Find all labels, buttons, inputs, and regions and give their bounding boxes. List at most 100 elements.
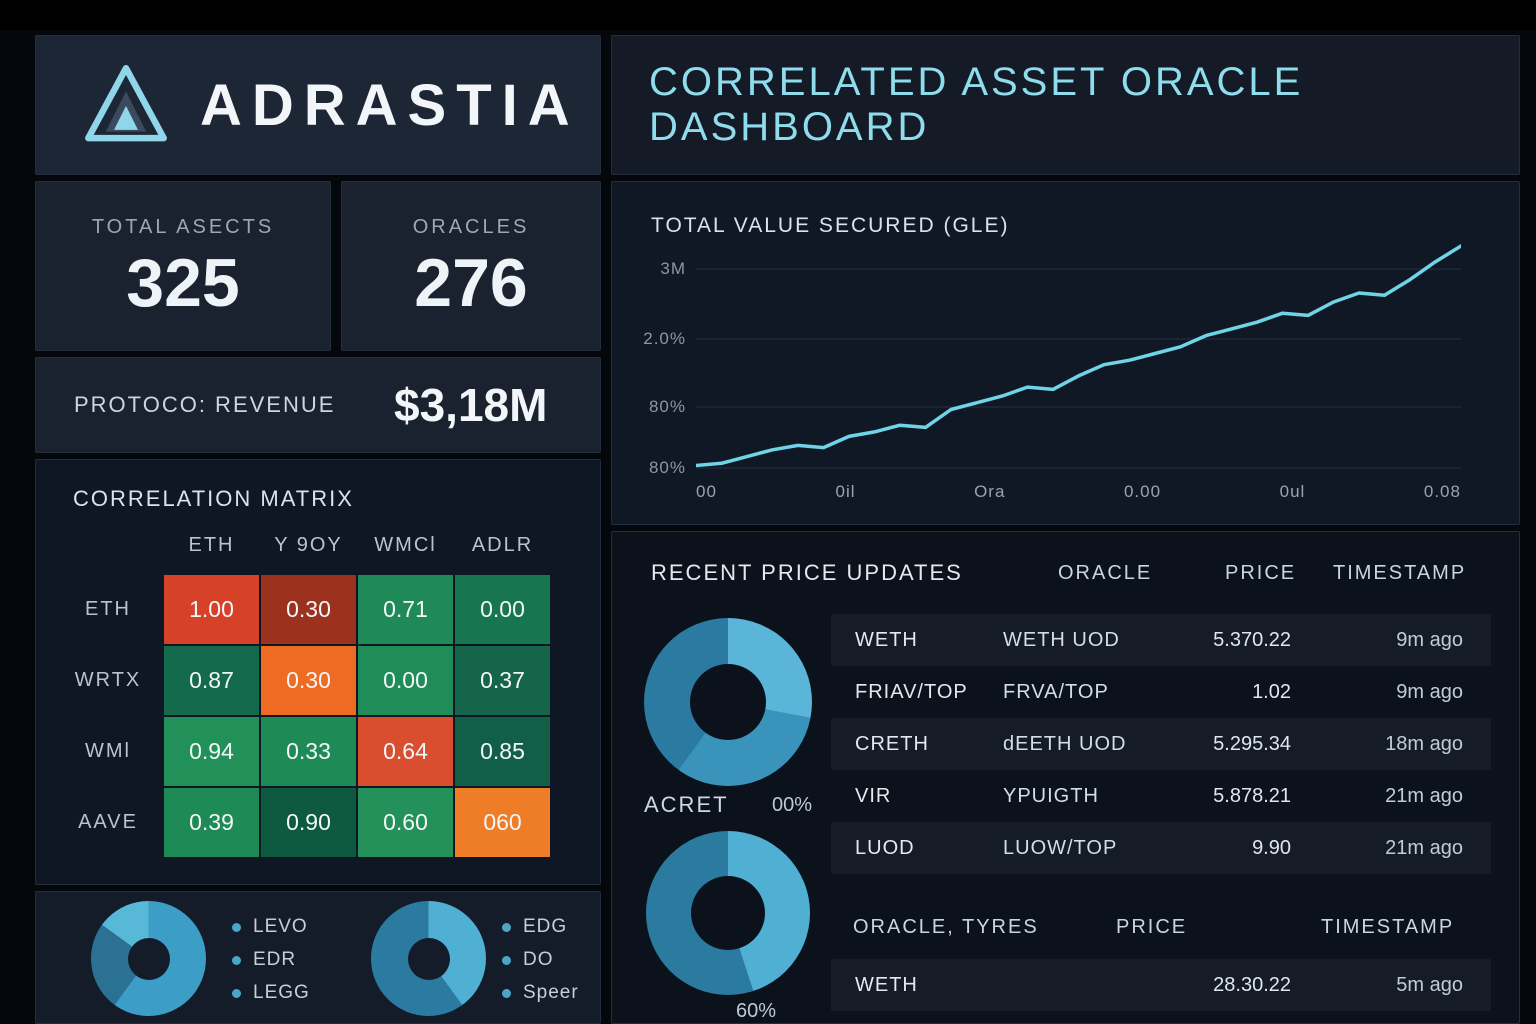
legend-bullet-icon bbox=[502, 988, 511, 998]
row-asset: FRIAV/TOP bbox=[855, 680, 968, 703]
matrix-col-header: Y 9OY bbox=[274, 534, 343, 556]
second-donut-chart bbox=[646, 831, 810, 995]
stat-oracles-value: 276 bbox=[414, 244, 528, 321]
legend-bullet-icon bbox=[232, 922, 241, 932]
row-price: 5.295.34 bbox=[1213, 732, 1291, 755]
brand-name: ADRASTIA bbox=[200, 72, 580, 138]
x-tick: 0.08 bbox=[1423, 482, 1461, 501]
legend-label: EDR bbox=[253, 949, 297, 970]
adrastia-logo-icon bbox=[80, 63, 172, 147]
second-donut-value: 60% bbox=[735, 1000, 777, 1022]
matrix-row-label: WRTX bbox=[74, 669, 142, 691]
row-time: 9m ago bbox=[1396, 628, 1463, 651]
stat-total-assets-label: TOTAL ASECTS bbox=[91, 215, 275, 238]
row-oracle: YPUIGTH bbox=[1003, 784, 1099, 807]
column-header-timestamp: TIMESTAMP bbox=[1333, 562, 1467, 584]
row-time: 5m ago bbox=[1396, 973, 1463, 996]
second-price-table: WETH 28.30.22 5m ago bbox=[831, 959, 1491, 1011]
matrix-cell: 0.71 bbox=[358, 575, 453, 644]
legend-donuts-panel: LEVO EDR LEGG EDG DO Speer bbox=[35, 891, 601, 1024]
correlation-matrix-title: CORRELATION MATRIX bbox=[73, 486, 354, 511]
brand-panel: ADRASTIA bbox=[35, 35, 601, 175]
recent-price-updates-panel: RECENT PRICE UPDATES ORACLE PRICE TIMEST… bbox=[611, 531, 1520, 1024]
matrix-cell: 0.30 bbox=[261, 646, 356, 715]
matrix-cell: 0.60 bbox=[358, 788, 453, 857]
matrix-row-label: AAVE bbox=[78, 811, 138, 833]
table-row: CRETH dEETH UOD 5.295.34 18m ago bbox=[831, 718, 1491, 770]
stat-oracles: ORACLES 276 bbox=[341, 181, 601, 351]
legend-bullet-icon bbox=[502, 955, 511, 965]
legend-donut-2-chart bbox=[371, 901, 486, 1016]
matrix-cell: 060 bbox=[455, 788, 550, 857]
matrix-cell: 0.85 bbox=[455, 717, 550, 786]
row-time: 21m ago bbox=[1385, 836, 1463, 859]
table-row: FRIAV/TOP FRVA/TOP 1.02 9m ago bbox=[831, 666, 1491, 718]
row-asset: WETH bbox=[855, 973, 918, 996]
matrix-cell: 0.64 bbox=[358, 717, 453, 786]
row-time: 9m ago bbox=[1396, 680, 1463, 703]
row-asset: CRETH bbox=[855, 732, 929, 755]
row-asset: VIR bbox=[855, 784, 892, 807]
legend-label: LEGG bbox=[253, 982, 310, 1003]
matrix-row-label: ETH bbox=[85, 598, 131, 620]
matrix-cell: 0.00 bbox=[455, 575, 550, 644]
legend-item: LEGG bbox=[232, 982, 310, 1004]
legend-list-2: EDG DO Speer bbox=[502, 916, 579, 1004]
matrix-col-header: WMCl bbox=[374, 534, 437, 556]
y-tick: 3M bbox=[660, 259, 686, 278]
stat-total-assets: TOTAL ASECTS 325 bbox=[35, 181, 331, 351]
matrix-cell: 0.87 bbox=[164, 646, 259, 715]
row-price: 5.878.21 bbox=[1213, 784, 1291, 807]
table-row: LUOD LUOW/TOP 9.90 21m ago bbox=[831, 822, 1491, 874]
correlation-matrix-panel: CORRELATION MATRIX ETH Y 9OY WMCl ADLR E… bbox=[35, 459, 601, 885]
y-tick: 2.0% bbox=[643, 329, 686, 348]
correlation-matrix-grid: 1.00 0.30 0.71 0.00 0.87 0.30 0.00 0.37 … bbox=[164, 575, 550, 857]
x-axis-ticks: 00 0il Ora 0.00 0ul 0.08 bbox=[696, 482, 1461, 502]
legend-label: DO bbox=[523, 949, 554, 970]
row-price: 5.370.22 bbox=[1213, 628, 1291, 651]
legend-item: EDG bbox=[502, 916, 579, 938]
tvs-chart-panel: TOTAL VALUE SECURED (GLE) 3M 2.0% 80% 80… bbox=[611, 181, 1520, 525]
protocol-revenue-value: $3,18M bbox=[394, 379, 548, 431]
row-price: 28.30.22 bbox=[1213, 973, 1291, 996]
legend-item: EDR bbox=[232, 949, 310, 971]
dashboard-title: CORRELATED ASSET ORACLE DASHBOARD bbox=[649, 60, 1304, 149]
row-asset: WETH bbox=[855, 628, 918, 651]
x-tick: 0ul bbox=[1279, 482, 1306, 501]
legend-donut-1-chart bbox=[91, 901, 206, 1016]
stat-oracles-label: ORACLES bbox=[412, 215, 530, 238]
row-oracle: LUOW/TOP bbox=[1003, 836, 1118, 859]
legend-bullet-icon bbox=[232, 988, 241, 998]
x-tick: 00 bbox=[696, 482, 717, 501]
matrix-cell: 0.30 bbox=[261, 575, 356, 644]
row-oracle: WETH UOD bbox=[1003, 628, 1120, 651]
matrix-col-header: ETH bbox=[188, 534, 235, 556]
dashboard-header: CORRELATED ASSET ORACLE DASHBOARD bbox=[611, 35, 1520, 175]
matrix-row-label: WMl bbox=[85, 740, 131, 762]
legend-bullet-icon bbox=[502, 922, 511, 932]
column-header-price: PRICE bbox=[1225, 562, 1297, 584]
matrix-cell: 1.00 bbox=[164, 575, 259, 644]
row-time: 21m ago bbox=[1385, 784, 1463, 807]
tvs-line bbox=[696, 244, 1461, 469]
acret-donut-value: 00% bbox=[771, 793, 812, 816]
x-tick: Ora bbox=[974, 482, 1006, 501]
acret-donut-caption: ACRET 00% bbox=[644, 792, 812, 818]
x-tick: 0.00 bbox=[1123, 482, 1162, 501]
legend-label: LEVO bbox=[253, 916, 308, 937]
matrix-cell: 0.94 bbox=[164, 717, 259, 786]
row-oracle: dEETH UOD bbox=[1003, 732, 1127, 755]
column-header-timestamp: TIMESTAMP bbox=[1321, 916, 1455, 938]
y-tick: 80% bbox=[648, 397, 686, 416]
table-row: WETH WETH UOD 5.370.22 9m ago bbox=[831, 614, 1491, 666]
recent-price-updates-title: RECENT PRICE UPDATES bbox=[651, 560, 963, 585]
legend-list-1: LEVO EDR LEGG bbox=[232, 916, 310, 1004]
legend-item: LEVO bbox=[232, 916, 310, 938]
legend-label: EDG bbox=[523, 916, 568, 937]
y-tick: 80% bbox=[648, 458, 686, 477]
protocol-revenue-label: PROTOCO: REVENUE bbox=[74, 392, 336, 417]
legend-item: DO bbox=[502, 949, 579, 971]
matrix-cell: 0.39 bbox=[164, 788, 259, 857]
legend-item: Speer bbox=[502, 982, 579, 1004]
stat-total-assets-value: 325 bbox=[126, 244, 240, 321]
